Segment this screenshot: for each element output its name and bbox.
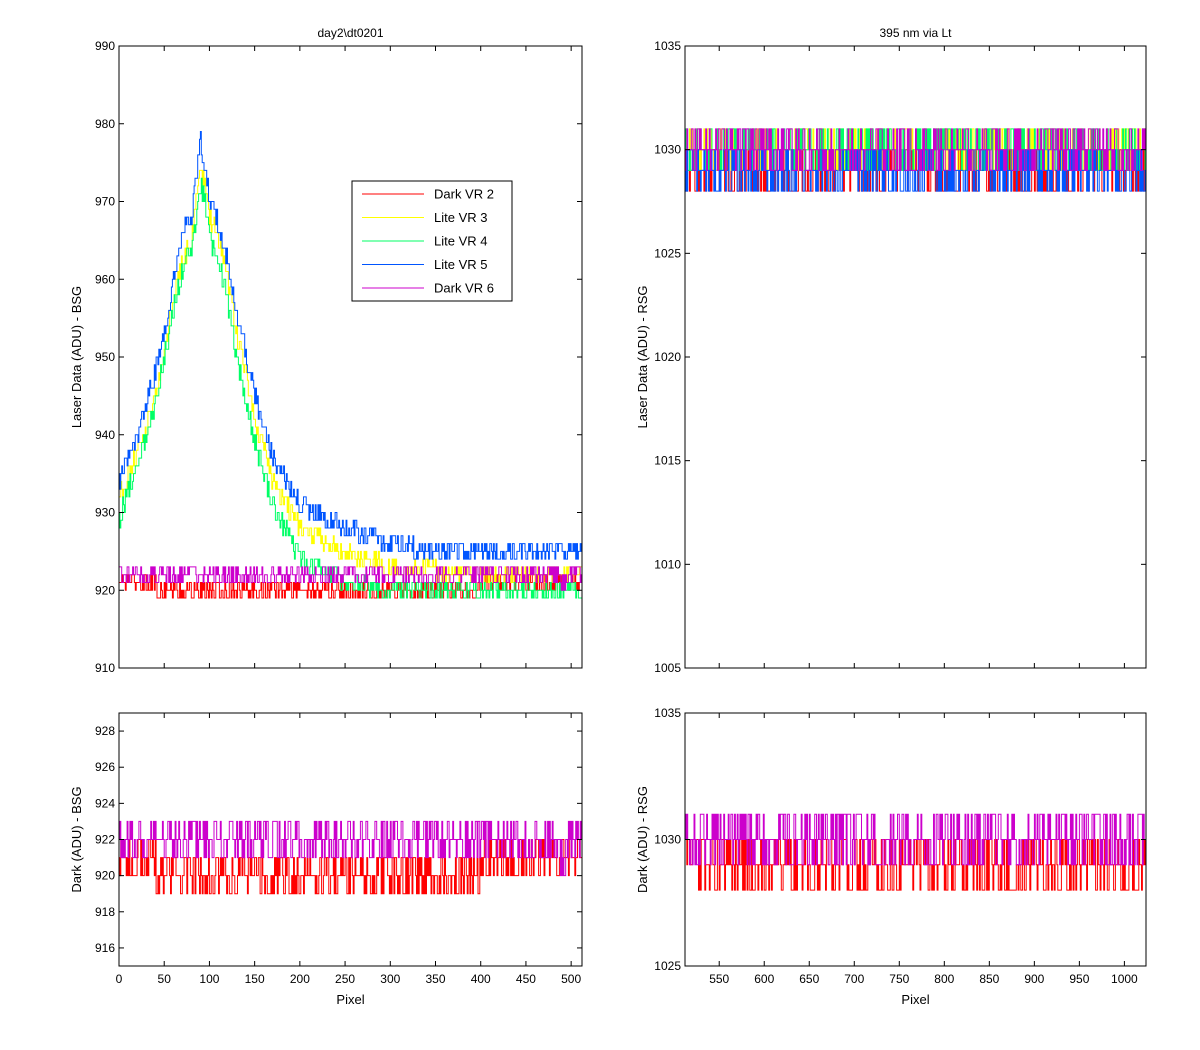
x-tick-label: 350 bbox=[425, 972, 445, 986]
x-tick-label: 0 bbox=[116, 972, 123, 986]
x-tick-label: 200 bbox=[290, 972, 310, 986]
y-tick-label: 928 bbox=[95, 724, 115, 738]
y-axis-label: Laser Data (ADU) - RSG bbox=[635, 285, 650, 428]
chart-top-right: 1005 1010 1015 1020 1025 1030 1035 395 nm via L… bbox=[635, 26, 1147, 675]
series-line-dark-vr-6 bbox=[685, 128, 1146, 171]
series-line-lite-vr-3 bbox=[119, 169, 582, 583]
y-tick-label: 1030 bbox=[654, 833, 681, 847]
y-tick-label: 1005 bbox=[654, 661, 681, 675]
x-tick-label: 700 bbox=[844, 972, 864, 986]
series-group bbox=[119, 131, 582, 599]
x-tick-label: 650 bbox=[799, 972, 819, 986]
legend-entry-label: Lite VR 5 bbox=[434, 257, 487, 272]
series-line-dark-vr-6 bbox=[685, 813, 1146, 866]
legend: Dark VR 2 Lite VR 3 Lite VR 4 Lite VR 5 Dark… bbox=[351, 180, 513, 302]
legend-entry-label: Lite VR 3 bbox=[434, 210, 487, 225]
x-tick-label: 300 bbox=[380, 972, 400, 986]
y-tick-label: 1035 bbox=[654, 39, 681, 53]
x-tick-label: 250 bbox=[335, 972, 355, 986]
chart-title: 395 nm via Lt bbox=[879, 26, 952, 40]
x-tick-label: 100 bbox=[199, 972, 219, 986]
series-line-lite-vr-5 bbox=[119, 131, 582, 560]
series-line-dark-vr-2 bbox=[685, 839, 1146, 891]
series-line-dark-vr-6 bbox=[119, 820, 582, 877]
x-tick-label: 1000 bbox=[1111, 972, 1138, 986]
y-tick-label: 1015 bbox=[654, 454, 681, 468]
x-tick-label: 950 bbox=[1069, 972, 1089, 986]
series-group bbox=[119, 820, 582, 895]
legend-entry-label: Dark VR 2 bbox=[434, 187, 494, 202]
x-tick-label: 450 bbox=[516, 972, 536, 986]
x-tick-label: 750 bbox=[889, 972, 909, 986]
x-axis-label: Pixel bbox=[901, 992, 929, 1007]
y-tick-label: 920 bbox=[95, 869, 115, 883]
x-tick-label: 800 bbox=[934, 972, 954, 986]
chart-bottom-right: 1025 1030 1035 550 600 650 700 750 800 850 900 950 1… bbox=[635, 706, 1147, 1007]
y-tick-label: 950 bbox=[95, 350, 115, 364]
series-line-lite-vr-4 bbox=[119, 177, 582, 599]
y-tick-label: 922 bbox=[95, 833, 115, 847]
y-tick-label: 918 bbox=[95, 905, 115, 919]
y-tick-label: 980 bbox=[95, 117, 115, 131]
y-tick-label: 990 bbox=[95, 39, 115, 53]
y-axis-label: Laser Data (ADU) - BSG bbox=[69, 286, 84, 428]
x-tick-label: 550 bbox=[709, 972, 729, 986]
y-tick-label: 916 bbox=[95, 941, 115, 955]
legend-entry-label: Lite VR 4 bbox=[434, 234, 487, 249]
y-axis-label: Dark (ADU) - RSG bbox=[635, 786, 650, 893]
y-tick-label: 910 bbox=[95, 661, 115, 675]
x-tick-label: 500 bbox=[561, 972, 581, 986]
y-tick-label: 940 bbox=[95, 428, 115, 442]
y-tick-label: 924 bbox=[95, 796, 115, 810]
y-axis-label: Dark (ADU) - BSG bbox=[69, 786, 84, 892]
y-tick-label: 1025 bbox=[654, 959, 681, 973]
legend-entry-label: Dark VR 6 bbox=[434, 281, 494, 296]
x-tick-label: 900 bbox=[1024, 972, 1044, 986]
x-tick-label: 850 bbox=[979, 972, 999, 986]
y-tick-label: 1030 bbox=[654, 143, 681, 157]
series-group bbox=[685, 813, 1146, 891]
x-tick-label: 50 bbox=[158, 972, 172, 986]
x-tick-label: 400 bbox=[471, 972, 491, 986]
x-axis-label: Pixel bbox=[336, 992, 364, 1007]
y-tick-label: 1020 bbox=[654, 350, 681, 364]
chart-title: day2\dt0201 bbox=[317, 26, 383, 40]
y-tick-label: 1035 bbox=[654, 706, 681, 720]
y-tick-label: 920 bbox=[95, 583, 115, 597]
y-tick-label: 930 bbox=[95, 506, 115, 520]
x-tick-label: 600 bbox=[754, 972, 774, 986]
plot-area bbox=[119, 46, 582, 668]
y-tick-label: 970 bbox=[95, 195, 115, 209]
series-group bbox=[685, 128, 1146, 192]
x-tick-label: 150 bbox=[245, 972, 265, 986]
chart-bottom-left: 916 918 920 922 924 926 928 0 50 100 150 200 250 300 3… bbox=[69, 712, 583, 1007]
chart-top-left: 910 920 930 940 950 960 970 980 990 day2\dt0201 La… bbox=[69, 26, 583, 675]
series-line-dark-vr-6 bbox=[119, 566, 582, 591]
y-tick-label: 926 bbox=[95, 760, 115, 774]
y-tick-label: 1025 bbox=[654, 246, 681, 260]
y-tick-label: 960 bbox=[95, 272, 115, 286]
y-tick-label: 1010 bbox=[654, 557, 681, 571]
